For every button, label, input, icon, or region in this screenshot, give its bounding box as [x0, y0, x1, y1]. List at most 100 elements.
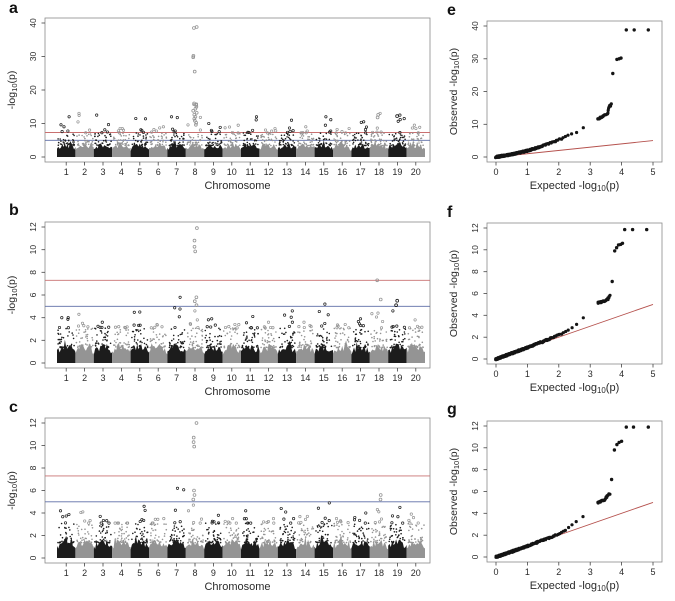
y-axis-label: Observed -log10(p) — [448, 48, 461, 135]
x-tick-label: 7 — [174, 373, 179, 383]
y-tick-label: 10 — [28, 441, 38, 451]
x-tick-label: 1 — [64, 568, 69, 578]
y-tick-label: 40 — [470, 21, 480, 31]
x-tick-label: 11 — [246, 568, 255, 578]
x-tick-label: 15 — [319, 568, 329, 578]
y-tick-label: 2 — [470, 533, 480, 538]
y-tick-label: 12 — [28, 222, 38, 232]
dense-snp-mass — [57, 140, 425, 157]
y-tick-label: 6 — [28, 488, 38, 493]
x-tick-label: 12 — [264, 373, 274, 383]
x-tick-label: 11 — [246, 373, 255, 383]
y-tick-label: 10 — [470, 443, 480, 453]
x-tick-label: 14 — [300, 568, 310, 578]
x-tick-label: 20 — [411, 167, 421, 177]
x-tick-label: 16 — [337, 167, 347, 177]
y-tick-label: 8 — [28, 270, 38, 275]
x-tick-label: 2 — [82, 167, 87, 177]
x-tick-label: 3 — [100, 568, 105, 578]
x-tick-label: 4 — [619, 369, 624, 379]
x-tick-label: 2 — [556, 567, 561, 577]
x-tick-label: 3 — [588, 567, 593, 577]
panel-letter-c: c — [9, 399, 18, 416]
panel-letter-f: f — [447, 204, 453, 221]
y-tick-label: 10 — [28, 245, 38, 255]
x-tick-label: 4 — [619, 167, 624, 177]
y-tick-label: 12 — [470, 421, 480, 431]
snp-points — [57, 25, 424, 147]
x-tick-label: 4 — [119, 167, 124, 177]
x-tick-label: 9 — [211, 167, 216, 177]
x-tick-label: 2 — [556, 369, 561, 379]
x-tick-label: 3 — [100, 167, 105, 177]
y-tick-label: 2 — [28, 338, 38, 343]
x-axis-label: Expected -log10(p) — [530, 382, 620, 395]
x-tick-label: 5 — [137, 568, 142, 578]
y-axis-label: Observed -log10(p) — [448, 448, 461, 535]
plot-box — [486, 20, 663, 163]
panel-letter-a: a — [9, 0, 18, 17]
dense-snp-mass — [57, 339, 425, 363]
x-tick-label: 2 — [82, 568, 87, 578]
x-tick-label: 17 — [356, 568, 366, 578]
x-tick-label: 7 — [174, 167, 179, 177]
x-tick-label: 16 — [337, 373, 347, 383]
x-axis-label: Expected -log10(p) — [530, 180, 620, 193]
x-tick-label: 19 — [392, 568, 402, 578]
x-tick-label: 5 — [650, 567, 655, 577]
y-tick-label: 20 — [470, 87, 480, 97]
x-tick-label: 11 — [246, 167, 255, 177]
y-tick-label: 2 — [470, 335, 480, 340]
plot-box — [486, 222, 663, 365]
x-tick-label: 8 — [192, 568, 197, 578]
snp-points — [57, 226, 424, 349]
x-tick-label: 4 — [119, 568, 124, 578]
x-tick-label: 2 — [556, 167, 561, 177]
x-tick-label: 1 — [64, 167, 69, 177]
x-tick-label: 18 — [374, 167, 384, 177]
x-tick-label: 8 — [192, 167, 197, 177]
y-tick-label: 10 — [470, 245, 480, 255]
x-tick-label: 17 — [356, 167, 366, 177]
y-axis-label: -log10(p) — [6, 471, 19, 510]
x-tick-label: 6 — [156, 568, 161, 578]
panel-e-plot: 0 1 2 3 4 5 0 10 20 30 40 Expected -log10(p) Observe… — [448, 20, 663, 193]
x-tick-label: 20 — [411, 373, 421, 383]
panel-letter-e: e — [447, 2, 456, 19]
x-tick-label: 5 — [137, 167, 142, 177]
qq-points — [494, 425, 650, 559]
x-tick-label: 1 — [525, 369, 530, 379]
panel-a-plot: 1 2 3 4 5 6 7 8 9 10 11 12 13 14 15 16 17 18 19 20010203040… — [6, 17, 431, 192]
x-tick-label: 1 — [64, 373, 69, 383]
x-tick-label: 9 — [211, 568, 216, 578]
x-tick-label: 15 — [319, 167, 329, 177]
y-tick-label: 12 — [28, 418, 38, 428]
panel-c-plot: 1 2 3 4 5 6 7 8 9 10 11 12 13 14 15 16 17 18 19 20024681012… — [6, 417, 431, 593]
x-tick-label: 13 — [282, 568, 292, 578]
x-tick-label: 7 — [174, 568, 179, 578]
x-tick-label: 20 — [411, 568, 421, 578]
x-tick-label: 5 — [137, 373, 142, 383]
panel-b-plot: 1 2 3 4 5 6 7 8 9 10 11 12 13 14 15 16 17 18 19 20024681012… — [6, 221, 431, 398]
x-tick-label: 16 — [337, 568, 347, 578]
x-tick-label: 8 — [192, 373, 197, 383]
y-tick-label: 40 — [28, 18, 38, 28]
x-tick-label: 13 — [282, 373, 292, 383]
x-tick-label: 17 — [356, 373, 366, 383]
y-tick-label: 30 — [470, 54, 480, 64]
x-tick-label: 10 — [227, 167, 237, 177]
y-tick-label: 10 — [28, 119, 38, 129]
y-tick-label: 10 — [470, 119, 480, 129]
x-tick-label: 18 — [374, 373, 384, 383]
x-tick-label: 1 — [525, 567, 530, 577]
dense-snp-mass — [57, 534, 425, 558]
y-tick-label: 8 — [28, 465, 38, 470]
y-tick-label: 2 — [28, 533, 38, 538]
qq-points — [494, 227, 649, 362]
panel-letter-b: b — [9, 202, 19, 219]
y-tick-label: 0 — [470, 356, 480, 361]
y-tick-label: 4 — [28, 510, 38, 515]
x-tick-label: 0 — [493, 567, 498, 577]
